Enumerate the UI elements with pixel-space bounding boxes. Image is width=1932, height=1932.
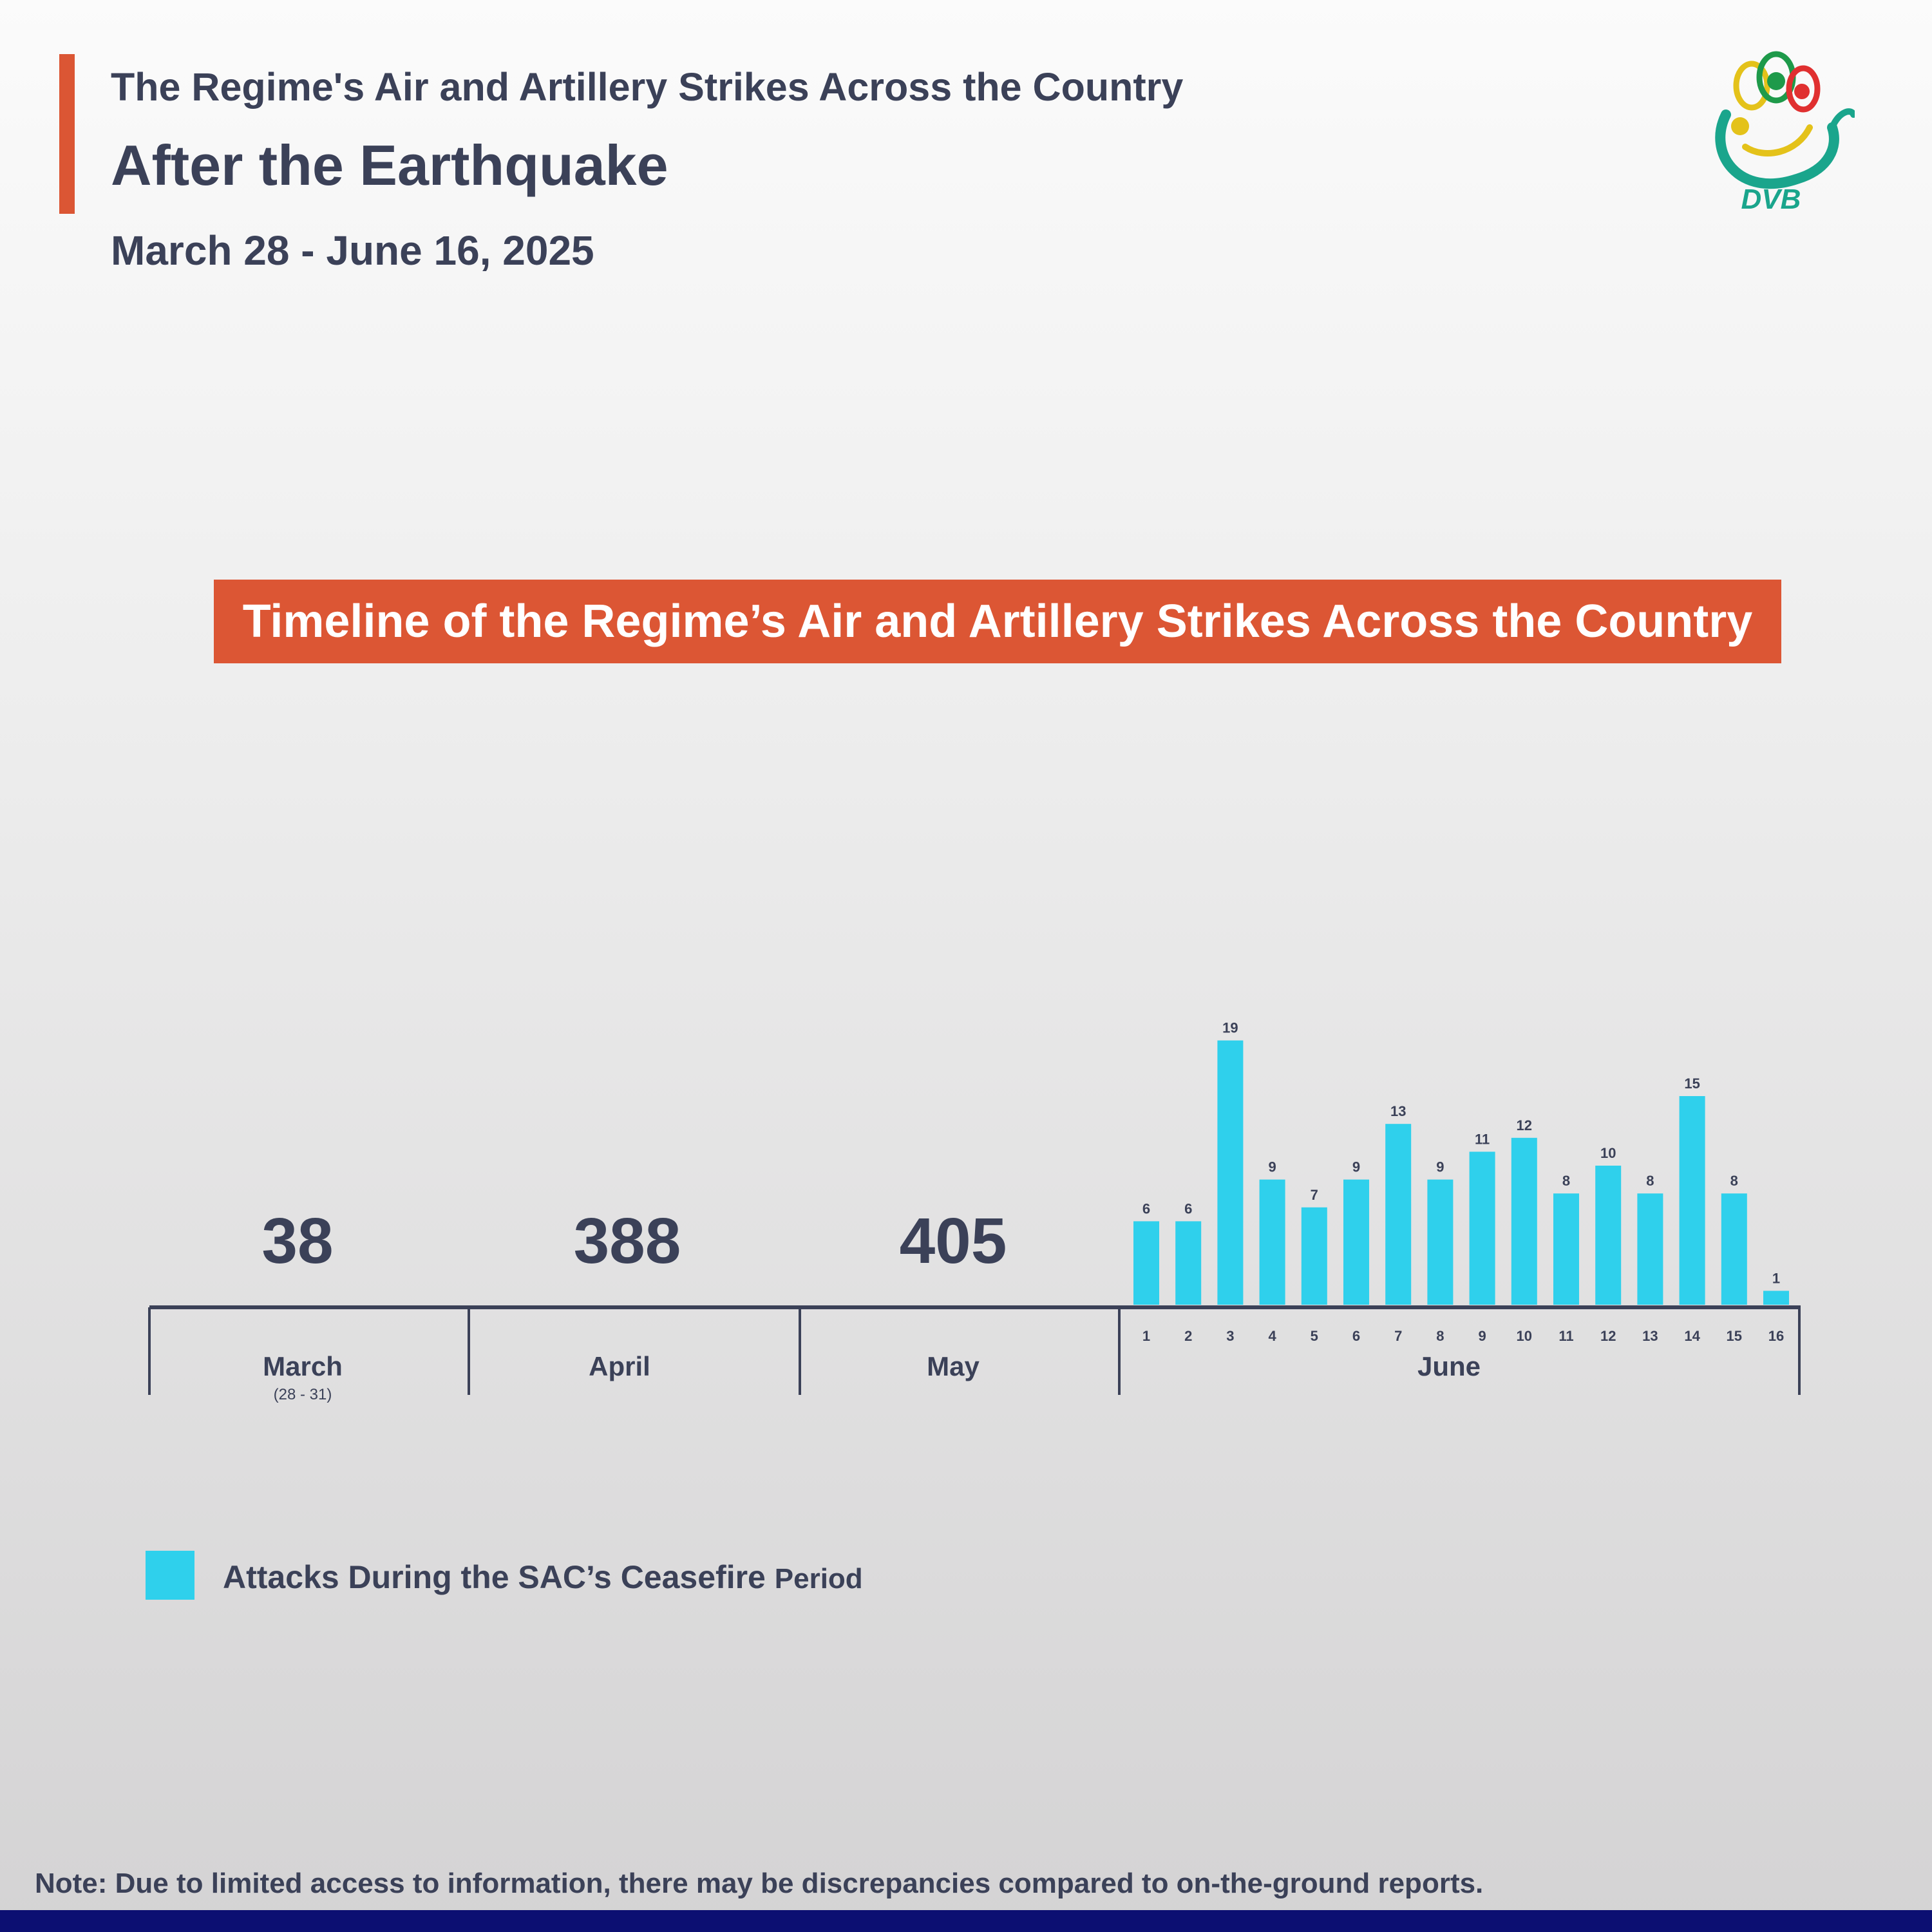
legend-label-small: Period <box>774 1563 863 1595</box>
month-sublabel-march: (28 - 31) <box>273 1386 332 1403</box>
june-bar-day-3 <box>1217 1040 1244 1305</box>
june-day-tick-label-11: 11 <box>1558 1328 1573 1344</box>
legend-label-ceasefire: Attacks During the SAC’s Ceasefire Perio… <box>223 1558 863 1596</box>
june-day-tick-label-15: 15 <box>1727 1328 1742 1344</box>
june-bar-value-label-4: 9 <box>1268 1159 1276 1175</box>
june-bar-value-label-3: 19 <box>1222 1020 1238 1036</box>
footer-bar <box>0 1910 1932 1932</box>
june-bar-day-9 <box>1469 1151 1495 1305</box>
june-bar-value-label-6: 9 <box>1352 1159 1360 1175</box>
june-daily-bar-chart: 6162193947596137981191210811101281315148… <box>148 1020 1801 1395</box>
june-day-tick-label-14: 14 <box>1684 1328 1700 1344</box>
june-bar-day-13 <box>1637 1193 1663 1305</box>
june-bar-value-label-10: 12 <box>1517 1117 1532 1133</box>
june-day-tick-label-8: 8 <box>1436 1328 1444 1344</box>
june-day-tick-label-13: 13 <box>1642 1328 1658 1344</box>
june-day-tick-label-2: 2 <box>1184 1328 1192 1344</box>
june-bar-day-16 <box>1763 1291 1789 1305</box>
june-day-tick-label-10: 10 <box>1517 1328 1532 1344</box>
june-day-tick-label-7: 7 <box>1394 1328 1402 1344</box>
june-bar-value-label-5: 7 <box>1311 1187 1318 1203</box>
june-day-tick-label-5: 5 <box>1311 1328 1318 1344</box>
june-bar-value-label-14: 15 <box>1684 1075 1700 1092</box>
june-bar-value-label-7: 13 <box>1390 1103 1406 1119</box>
legend-label-main: Attacks During the SAC’s Ceasefire <box>223 1559 766 1595</box>
april-total: 388 <box>573 1205 681 1277</box>
june-bar-day-1 <box>1133 1221 1159 1305</box>
june-day-tick-label-16: 16 <box>1768 1328 1784 1344</box>
may-total: 405 <box>899 1205 1007 1277</box>
june-day-tick-label-9: 9 <box>1478 1328 1486 1344</box>
june-day-tick-label-4: 4 <box>1268 1328 1276 1344</box>
june-bar-day-12 <box>1595 1166 1622 1305</box>
legend-swatch-ceasefire <box>146 1551 194 1600</box>
page-supertitle: The Regime's Air and Artillery Strikes A… <box>111 65 1184 109</box>
june-bar-day-11 <box>1553 1193 1579 1305</box>
date-range: March 28 - June 16, 2025 <box>111 227 594 274</box>
june-bar-value-label-13: 8 <box>1646 1173 1654 1189</box>
june-bar-day-8 <box>1427 1179 1454 1305</box>
month-label-may: May <box>927 1351 980 1381</box>
june-bar-day-10 <box>1511 1137 1537 1305</box>
june-bar-value-label-15: 8 <box>1730 1173 1738 1189</box>
june-bar-day-4 <box>1259 1179 1285 1305</box>
march-total: 38 <box>261 1205 334 1277</box>
june-day-tick-label-12: 12 <box>1600 1328 1616 1344</box>
june-day-tick-label-3: 3 <box>1226 1328 1234 1344</box>
june-bar-value-label-12: 10 <box>1600 1145 1616 1161</box>
june-bar-day-6 <box>1343 1179 1369 1305</box>
june-bar-value-label-11: 8 <box>1562 1173 1570 1189</box>
june-bar-value-label-2: 6 <box>1184 1200 1192 1217</box>
footnote: Note: Due to limited access to informati… <box>35 1868 1484 1899</box>
june-day-tick-label-6: 6 <box>1352 1328 1360 1344</box>
header-accent-bar <box>59 54 75 214</box>
month-label-march: March <box>263 1351 343 1381</box>
logo-text: DVB <box>1741 184 1801 215</box>
june-bar-value-label-16: 1 <box>1772 1270 1780 1286</box>
june-bar-day-2 <box>1175 1221 1202 1305</box>
june-bar-value-label-8: 9 <box>1436 1159 1444 1175</box>
june-bar-value-label-1: 6 <box>1142 1200 1150 1217</box>
june-bar-day-14 <box>1679 1096 1705 1305</box>
june-bar-value-label-9: 11 <box>1475 1131 1490 1147</box>
month-label-april: April <box>589 1351 650 1381</box>
june-day-tick-label-1: 1 <box>1142 1328 1150 1344</box>
june-bar-day-5 <box>1301 1207 1327 1305</box>
page-title: After the Earthquake <box>111 133 668 197</box>
month-label-june: June <box>1417 1351 1481 1381</box>
june-bar-day-7 <box>1385 1124 1412 1305</box>
june-bar-day-15 <box>1721 1193 1747 1305</box>
dvb-logo: DVB <box>1715 51 1855 215</box>
chart-title-banner: Timeline of the Regime’s Air and Artille… <box>214 580 1781 663</box>
